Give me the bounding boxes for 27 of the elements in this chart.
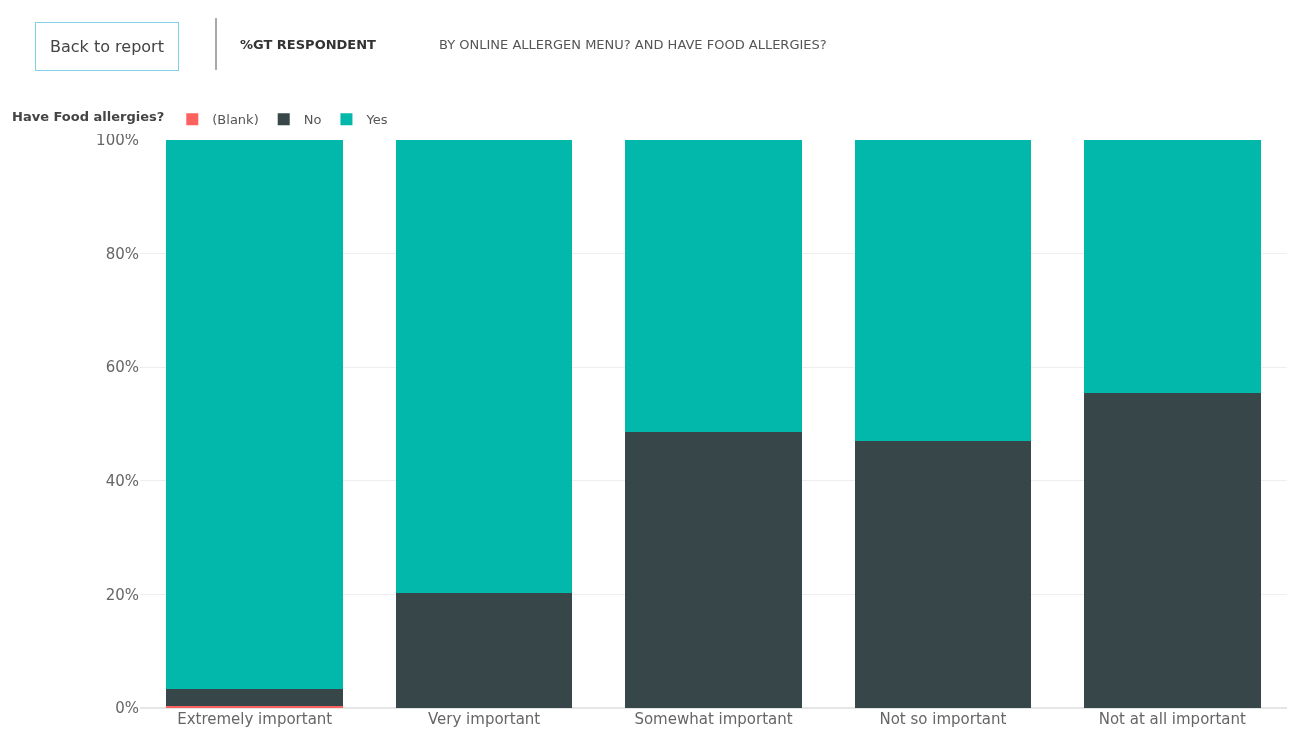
legend-title: Have Food allergies?	[12, 109, 165, 125]
chart-subtitle: BY ONLINE ALLERGEN MENU? AND HAVE FOOD ALLERGIES?	[439, 37, 827, 52]
bar	[625, 140, 802, 432]
bar	[166, 689, 344, 707]
legend-label: No	[303, 112, 322, 128]
y-tick-label: 80%	[105, 244, 139, 263]
legend-label: Yes	[365, 112, 388, 128]
y-tick-label: 40%	[105, 472, 139, 491]
bar	[395, 593, 573, 708]
text: Back to report	[50, 37, 164, 56]
bar	[854, 140, 1032, 442]
y-tick-label: 60%	[105, 358, 139, 377]
x-tick-label: Very important	[427, 710, 541, 728]
y-tick-label: 20%	[105, 585, 139, 604]
x-tick-label: Extremely important	[177, 710, 333, 728]
bar	[395, 140, 573, 594]
bar	[1083, 392, 1261, 708]
x-tick-label: Somewhat important	[634, 710, 793, 728]
bar	[854, 441, 1032, 708]
bar	[1083, 140, 1261, 393]
bar	[625, 431, 802, 708]
y-tick-label: 0%	[115, 699, 139, 718]
bar	[166, 140, 344, 690]
chart-title: %GT RESPONDENT	[240, 36, 377, 52]
x-tick-label: Not so important	[879, 710, 1007, 728]
x-tick-label: Not at all important	[1098, 710, 1247, 728]
legend-label: (Blank)	[212, 112, 259, 128]
